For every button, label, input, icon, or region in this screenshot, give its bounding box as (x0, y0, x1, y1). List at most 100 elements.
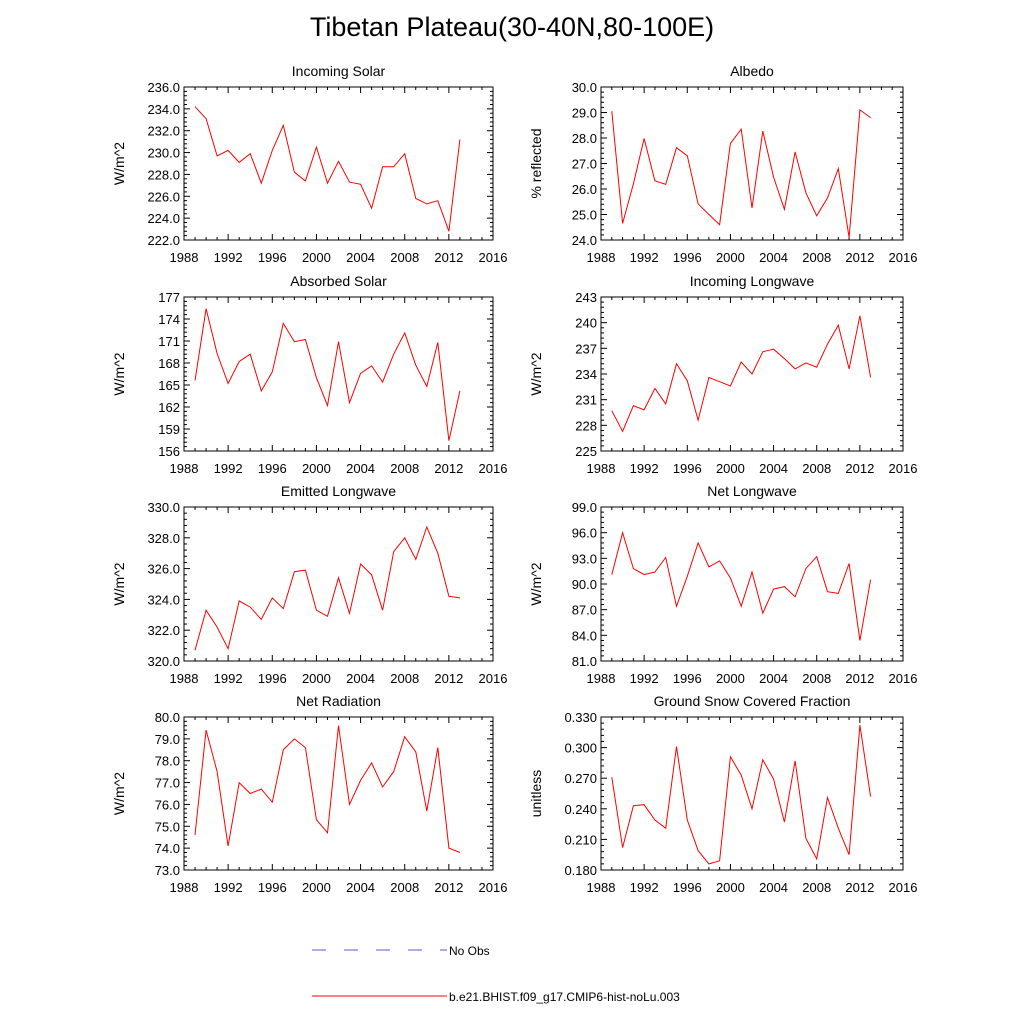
x-tick-label: 1996 (258, 461, 287, 476)
y-tick-label: 84.0 (572, 628, 597, 643)
x-tick-label: 1988 (170, 461, 199, 476)
y-tick-label: 73.0 (155, 863, 180, 878)
x-tick-label: 2008 (390, 880, 419, 895)
x-tick-label: 2004 (346, 250, 375, 265)
plot-frame (600, 506, 904, 662)
panel-title: Ground Snow Covered Fraction (654, 693, 851, 709)
y-tick-label: 328.0 (147, 531, 180, 546)
x-tick-label: 2016 (479, 880, 508, 895)
y-axis-label: W/m^2 (111, 142, 127, 185)
figure-title: Tibetan Plateau(30-40N,80-100E) (309, 12, 715, 42)
chart-panel-3: 1988 1992 1996 2000 2004 2008 2012 2016 156 159 16… (111, 273, 507, 476)
x-tick-label: 1992 (630, 880, 659, 895)
x-tick-label: 1992 (214, 461, 243, 476)
y-tick-label: 324.0 (147, 592, 180, 607)
x-tick-label: 1996 (673, 250, 702, 265)
x-tick-label: 1988 (587, 250, 616, 265)
series-line (611, 108, 871, 238)
x-tick-label: 2004 (346, 461, 375, 476)
x-tick-label: 2012 (434, 250, 463, 265)
y-tick-label: 0.330 (564, 710, 597, 725)
series-line (611, 530, 872, 641)
y-axis-label: W/m^2 (111, 562, 127, 605)
y-tick-label: 24.0 (572, 233, 597, 248)
y-tick-label: 90.0 (572, 577, 597, 592)
x-tick-label: 2016 (889, 461, 918, 476)
plot-frame (600, 716, 904, 871)
x-tick-label: 2008 (390, 250, 419, 265)
y-tick-label: 27.0 (572, 157, 597, 172)
y-tick-label: 77.0 (155, 776, 180, 791)
y-tick-label: 228.0 (147, 167, 180, 182)
y-tick-label: 231 (575, 393, 597, 408)
x-tick-label: 2016 (479, 671, 508, 686)
plot-frame (183, 716, 494, 871)
y-tick-label: 243 (575, 290, 597, 305)
series-line (194, 106, 461, 232)
x-tick-label: 2004 (759, 880, 788, 895)
x-tick-label: 2012 (845, 250, 874, 265)
x-tick-label: 1996 (673, 880, 702, 895)
y-tick-label: 0.240 (564, 802, 597, 817)
y-tick-label: 320.0 (147, 654, 180, 669)
plot-frame (183, 86, 494, 241)
x-tick-label: 2016 (889, 880, 918, 895)
y-tick-label: 93.0 (572, 551, 597, 566)
y-tick-label: 28.0 (572, 131, 597, 146)
y-axis-label: W/m^2 (111, 352, 127, 395)
y-tick-label: 224.0 (147, 211, 180, 226)
y-tick-label: 80.0 (155, 710, 180, 725)
y-tick-label: 162 (158, 400, 180, 415)
y-tick-label: 171 (158, 334, 180, 349)
series-line (194, 725, 461, 853)
x-tick-label: 1988 (587, 671, 616, 686)
x-tick-label: 2000 (302, 671, 331, 686)
y-axis-label: W/m^2 (528, 562, 544, 605)
y-tick-label: 74.0 (155, 841, 180, 856)
x-tick-label: 2012 (434, 671, 463, 686)
x-tick-label: 2016 (889, 671, 918, 686)
y-tick-label: 30.0 (572, 80, 597, 95)
y-tick-label: 237 (575, 341, 597, 356)
chart-panels: 1988 1992 1996 2000 2004 2008 2012 2016 222.0 224… (111, 63, 917, 895)
y-tick-label: 29.0 (572, 106, 597, 121)
y-tick-label: 225 (575, 444, 597, 459)
panel-title: Absorbed Solar (290, 273, 387, 289)
y-tick-label: 0.210 (564, 832, 597, 847)
x-tick-label: 1988 (170, 880, 199, 895)
x-tick-label: 1992 (214, 250, 243, 265)
y-tick-label: 165 (158, 378, 180, 393)
y-tick-label: 234.0 (147, 102, 180, 117)
x-tick-label: 1992 (214, 671, 243, 686)
y-tick-label: 25.0 (572, 208, 597, 223)
x-tick-label: 2008 (802, 250, 831, 265)
y-tick-label: 79.0 (155, 732, 180, 747)
y-tick-label: 174 (158, 312, 180, 327)
x-tick-label: 1996 (258, 250, 287, 265)
chart-panel-7: 1988 1992 1996 2000 2004 2008 2012 2016 73.0 74.0… (111, 693, 507, 895)
x-tick-label: 2008 (802, 461, 831, 476)
x-tick-label: 2012 (434, 461, 463, 476)
x-tick-label: 1996 (673, 461, 702, 476)
y-tick-label: 87.0 (572, 603, 597, 618)
y-tick-label: 99.0 (572, 500, 597, 515)
chart-panel-5: 1988 1992 1996 2000 2004 2008 2012 2016 320.0 322… (111, 483, 507, 686)
y-tick-label: 240 (575, 316, 597, 331)
plot-frame (600, 86, 904, 241)
y-tick-label: 0.300 (564, 741, 597, 756)
x-tick-label: 1996 (673, 671, 702, 686)
x-tick-label: 2016 (479, 461, 508, 476)
y-tick-label: 326.0 (147, 562, 180, 577)
x-tick-label: 2000 (716, 250, 745, 265)
y-tick-label: 26.0 (572, 182, 597, 197)
panel-title: Albedo (730, 63, 774, 79)
x-tick-label: 1988 (170, 250, 199, 265)
y-axis-label: unitless (528, 770, 544, 817)
x-tick-label: 2012 (845, 880, 874, 895)
y-tick-label: 228 (575, 418, 597, 433)
legend-obs-label: No Obs (449, 944, 490, 958)
x-tick-label: 2012 (434, 880, 463, 895)
x-tick-label: 2004 (346, 880, 375, 895)
x-tick-label: 2000 (716, 461, 745, 476)
y-tick-label: 236.0 (147, 80, 180, 95)
